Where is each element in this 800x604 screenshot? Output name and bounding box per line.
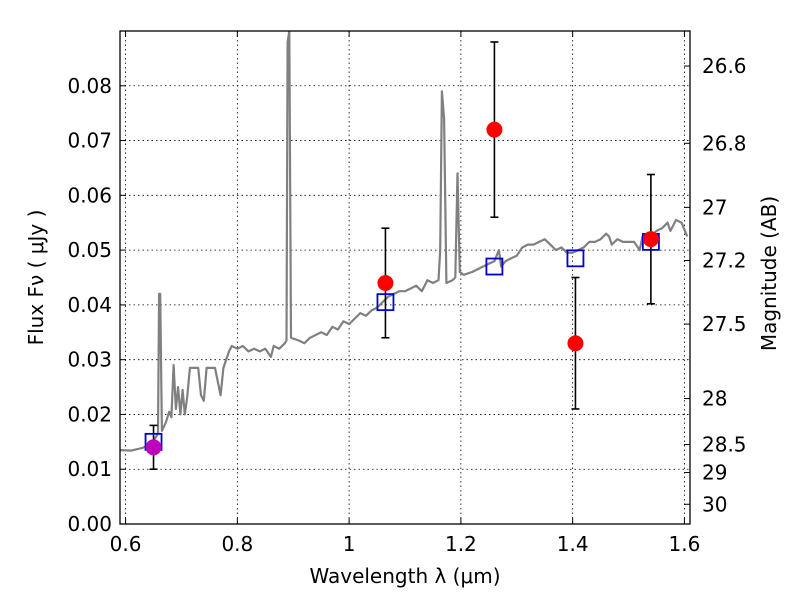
error-bars: [149, 41, 655, 471]
x-tick-label: 1: [343, 532, 356, 556]
y-tick-label: 0.02: [67, 402, 112, 426]
x-tick-label: 1.4: [557, 532, 589, 556]
right-tick-label: 28: [702, 387, 727, 411]
x-axis-label: Wavelength λ (μm): [309, 564, 500, 588]
tick-labels: 0.6 0.8 1 1.2 1.4 1.6 0.00 0.01 0.02 0.03 0.04 0.05…: [67, 54, 746, 556]
right-tick-label: 26.6: [702, 54, 747, 78]
right-tick-label: 27.5: [702, 312, 747, 336]
observed-point: [567, 335, 584, 352]
observed-point: [145, 439, 162, 456]
observed-point: [377, 274, 394, 291]
plot-frame: [119, 30, 691, 525]
observed-point: [642, 231, 659, 248]
markers: [144, 121, 660, 456]
right-tick-label: 28.5: [702, 433, 747, 457]
spectrum-series: [120, 31, 689, 452]
x-tick-label: 1.2: [445, 532, 477, 556]
right-tick-label: 29: [702, 461, 727, 485]
x-tick-label: 0.8: [221, 532, 253, 556]
y-tick-label: 0.00: [67, 512, 112, 536]
y-tick-label: 0.03: [67, 348, 112, 372]
model-square-marker: [566, 249, 585, 268]
right-tick-label: 27.2: [702, 249, 747, 273]
spectrum-line: [120, 31, 689, 452]
y-tick-label: 0.01: [67, 457, 112, 481]
ticks: [120, 31, 690, 525]
y-tick-label: 0.04: [67, 293, 112, 317]
observed-point: [486, 121, 503, 138]
model-square-marker: [485, 257, 504, 276]
right-axis-label: Magnitude (AB): [757, 196, 781, 351]
y-tick-label: 0.05: [67, 238, 112, 262]
right-tick-label: 30: [702, 492, 727, 516]
x-tick-label: 0.6: [110, 532, 142, 556]
right-tick-label: 27: [702, 195, 727, 219]
y-axis-label: Flux Fν ( μJy ): [24, 210, 48, 346]
y-tick-label: 0.06: [67, 183, 112, 207]
model-square-marker: [376, 293, 395, 312]
right-tick-label: 26.8: [702, 131, 747, 155]
grid: [120, 31, 690, 525]
x-tick-label: 1.6: [669, 532, 701, 556]
y-tick-label: 0.08: [67, 74, 112, 98]
y-tick-label: 0.07: [67, 129, 112, 153]
